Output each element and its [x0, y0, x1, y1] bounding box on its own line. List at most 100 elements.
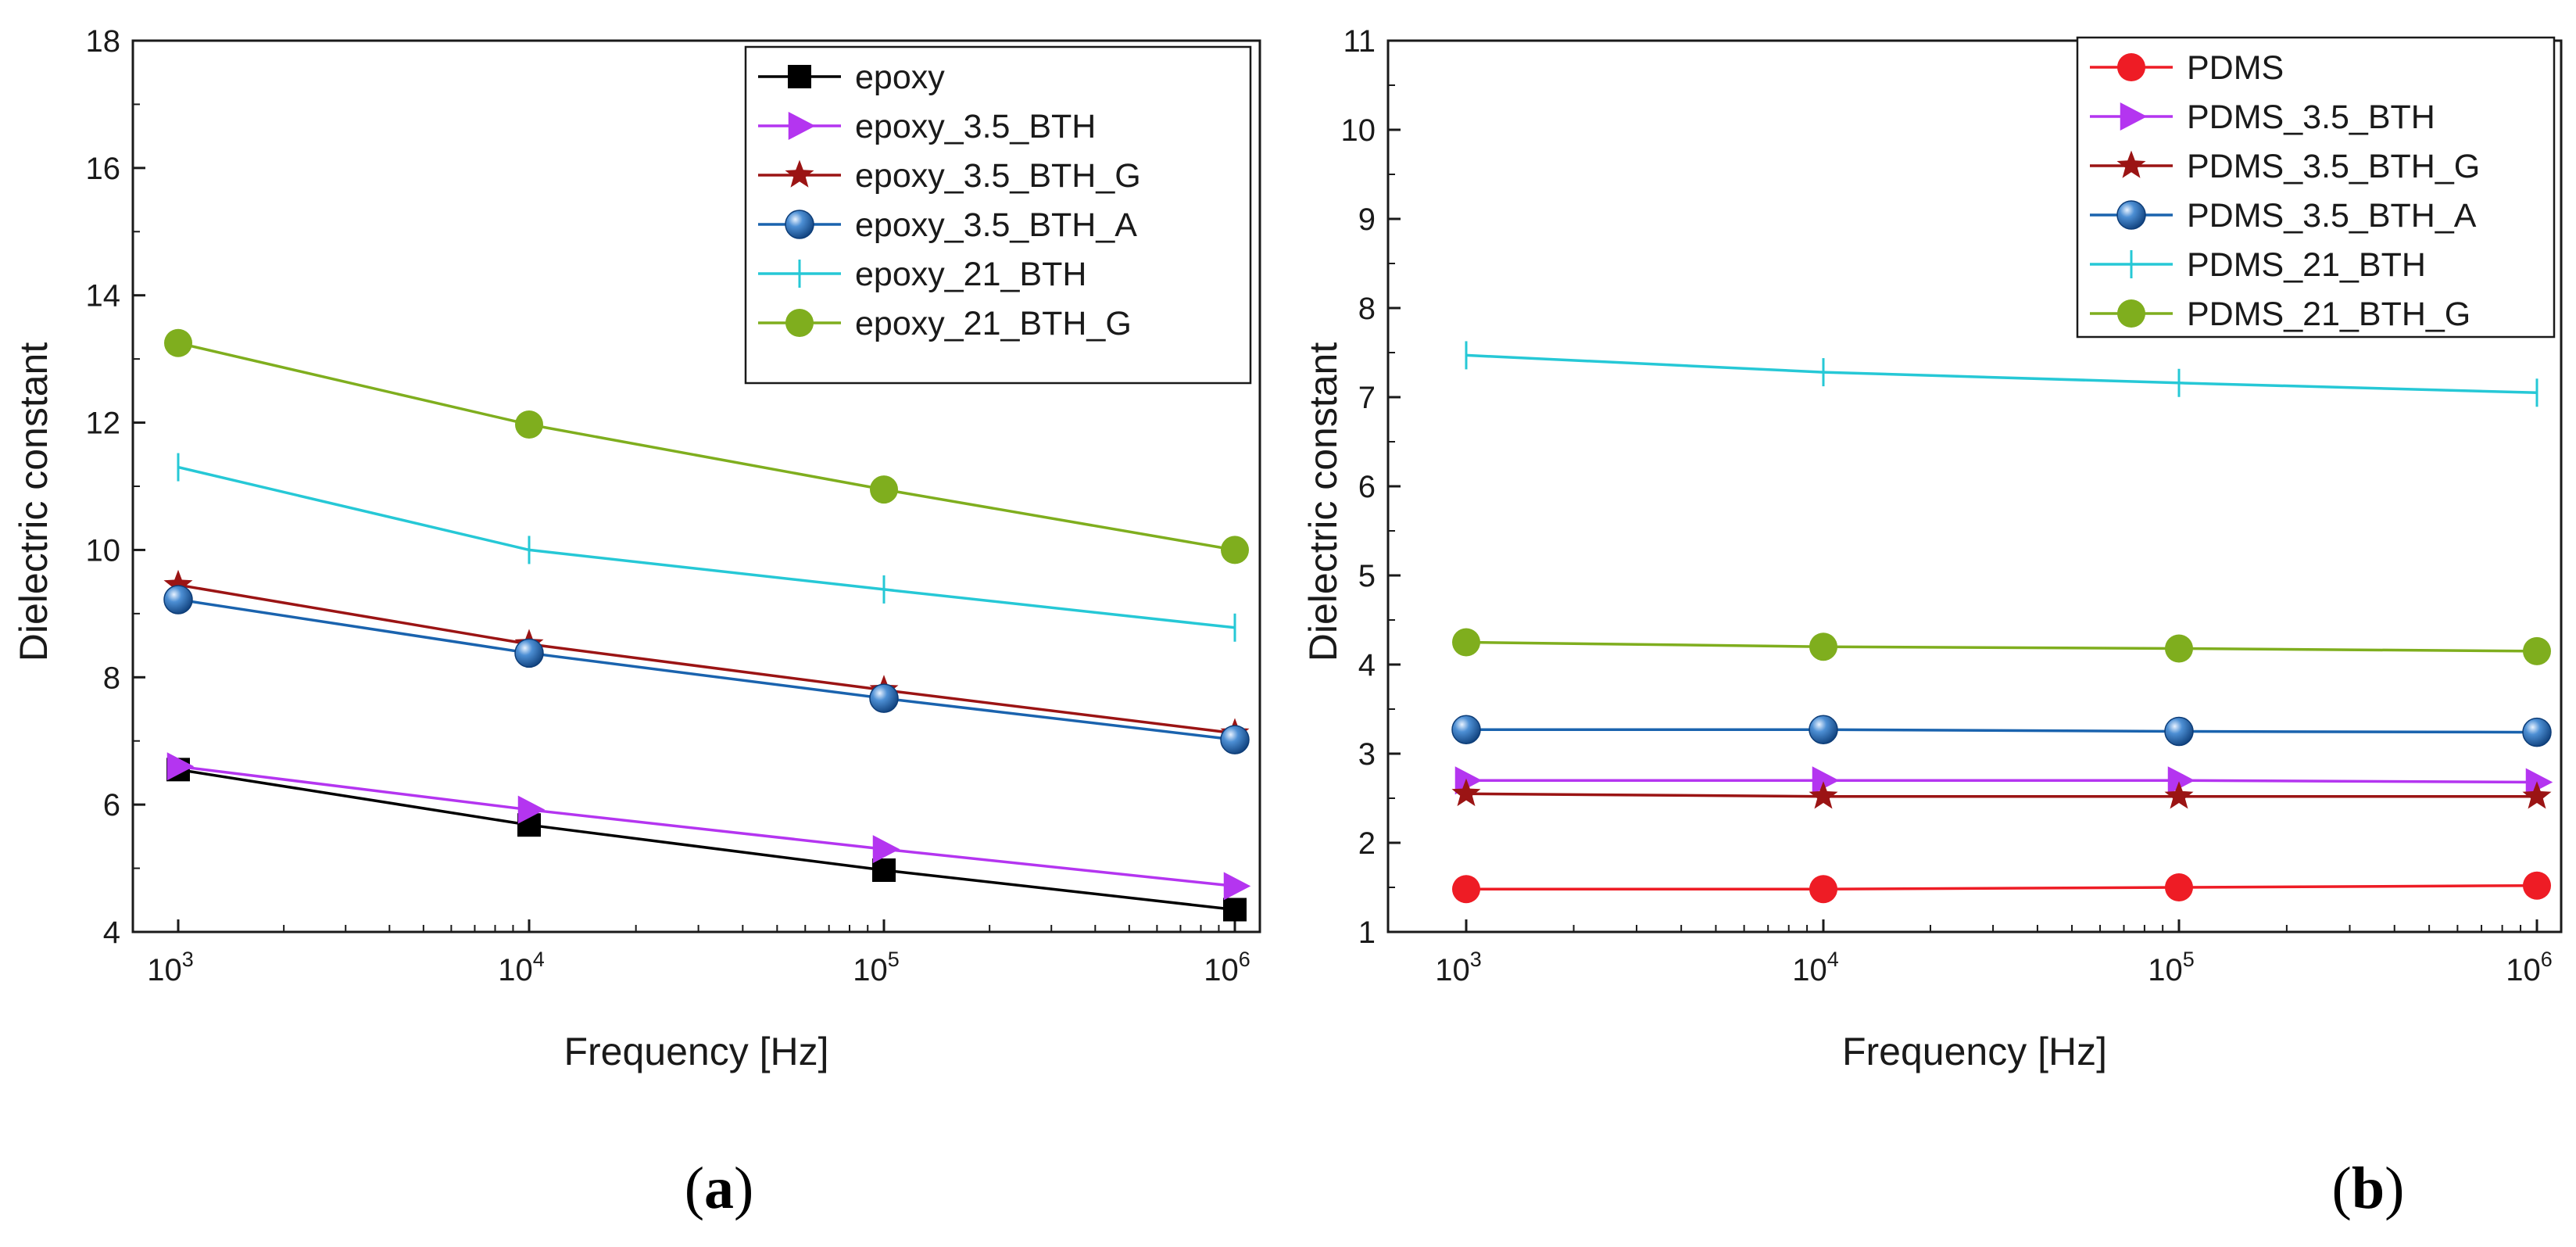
series-line	[177, 598, 1236, 741]
data-point	[1451, 778, 1481, 807]
data-point	[1223, 898, 1247, 922]
x-tick-exponent: 6	[1239, 948, 1250, 971]
data-point	[2525, 768, 2553, 797]
legend-label: epoxy_3.5_BTH_G	[855, 157, 1141, 195]
legend-marker	[788, 112, 816, 140]
y-tick-label: 9	[1358, 202, 1376, 237]
x-tick-exponent: 4	[533, 948, 545, 971]
series-PDMS_3.5_BTH_A	[1451, 715, 2552, 747]
series-line	[177, 583, 1236, 735]
series-line	[1466, 779, 2538, 784]
series-PDMS_21_BTH_G	[1452, 628, 2551, 665]
data-point	[2164, 781, 2194, 809]
y-tick-label: 10	[86, 533, 121, 568]
series-epoxy_21_BTH	[177, 453, 1236, 642]
data-point	[2167, 766, 2195, 795]
x-tick-exponent: 6	[2541, 948, 2553, 971]
legend-marker	[2120, 102, 2148, 131]
data-point	[1452, 628, 1480, 657]
series-line	[1465, 640, 2538, 653]
series-line	[1465, 353, 2538, 395]
x-tick-exponent: 3	[182, 948, 194, 971]
x-tick-base: 10	[1792, 953, 1827, 987]
panel-letter: a	[704, 1156, 734, 1221]
y-tick-label: 1	[1358, 916, 1376, 950]
y-tick-label: 2	[1358, 826, 1376, 861]
x-tick-base: 10	[147, 953, 182, 987]
legend-marker	[788, 65, 811, 88]
series-line	[177, 342, 1236, 552]
data-point	[163, 585, 193, 615]
panel-label: (a)	[685, 1156, 754, 1221]
y-tick-label: 11	[1343, 24, 1376, 59]
x-axis-label: Frequency [Hz]	[1842, 1030, 2107, 1073]
y-tick-label: 3	[1358, 737, 1376, 772]
data-point	[514, 638, 544, 668]
series-epoxy_3.5_BTH	[166, 752, 1251, 901]
y-tick-label: 4	[1358, 648, 1376, 683]
data-point	[163, 569, 193, 597]
data-point	[1451, 715, 1481, 744]
legend-label: PDMS_21_BTH	[2187, 246, 2426, 284]
y-axis-label: Dielectric constant	[12, 342, 55, 662]
data-point	[1452, 875, 1480, 904]
series-line	[1466, 728, 2538, 734]
legend: PDMS PDMS_3.5_BTH PDMS_3.5_BTH_G PDMS_3.5_B…	[2076, 36, 2556, 339]
y-tick-label: 18	[86, 24, 121, 59]
data-point	[2522, 781, 2552, 809]
legend-label: PDMS_3.5_BTH	[2187, 99, 2435, 136]
data-point	[1809, 781, 1838, 809]
data-point	[870, 475, 898, 504]
legend-marker	[2117, 299, 2145, 328]
data-point	[1221, 536, 1249, 564]
y-tick-label: 14	[86, 279, 121, 314]
legend-box	[2076, 36, 2556, 339]
y-tick-label: 7	[1358, 381, 1376, 415]
x-tick-label: 103	[1435, 948, 1482, 987]
series-line	[1466, 883, 2538, 891]
x-tick-base: 10	[498, 953, 533, 987]
x-tick-exponent: 5	[888, 948, 900, 971]
series-line	[177, 765, 1236, 888]
x-tick-base: 10	[1204, 953, 1239, 987]
legend-label: PDMS_3.5_BTH_G	[2187, 148, 2480, 185]
legend-box	[744, 45, 1252, 385]
data-point	[2522, 717, 2552, 747]
legend-label: epoxy	[855, 59, 945, 96]
legend-label: PDMS	[2187, 49, 2284, 87]
data-point	[872, 835, 900, 864]
legend-marker	[785, 159, 814, 188]
data-point	[2523, 636, 2551, 665]
data-point	[166, 752, 195, 781]
data-point	[1454, 766, 1483, 795]
series-epoxy_3.5_BTH_A	[163, 585, 1250, 754]
data-point	[2523, 871, 2551, 900]
data-point	[517, 795, 546, 824]
x-tick-exponent: 4	[1827, 948, 1839, 971]
legend: epoxy epoxy_3.5_BTH epoxy_3.5_BTH_G epoxy_3…	[744, 45, 1252, 385]
x-tick-base: 10	[853, 953, 888, 987]
series-epoxy_21_BTH_G	[164, 328, 1249, 564]
x-tick-label: 105	[2148, 948, 2195, 987]
y-axis-label: Dielectric constant	[1301, 342, 1345, 662]
data-point	[1809, 715, 1838, 744]
legend-label: epoxy_3.5_BTH	[855, 108, 1096, 145]
x-tick-base: 10	[2506, 953, 2541, 987]
legend-label: PDMS_21_BTH_G	[2187, 296, 2470, 333]
legend-label: PDMS_3.5_BTH_A	[2187, 197, 2477, 235]
x-tick-base: 10	[2148, 953, 2183, 987]
y-tick-label: 10	[1341, 113, 1376, 148]
y-tick-label: 8	[1358, 292, 1376, 326]
legend-label: epoxy_21_BTH	[855, 256, 1086, 293]
legend-marker	[2116, 150, 2146, 178]
legend-marker	[785, 309, 814, 337]
y-tick-label: 6	[1358, 470, 1376, 504]
x-tick-base: 10	[1435, 953, 1470, 987]
x-tick-label: 103	[147, 948, 194, 987]
series-line	[177, 768, 1236, 912]
series-line	[177, 465, 1236, 629]
data-point	[2165, 634, 2193, 663]
series-epoxy_3.5_BTH_G	[163, 569, 1250, 746]
